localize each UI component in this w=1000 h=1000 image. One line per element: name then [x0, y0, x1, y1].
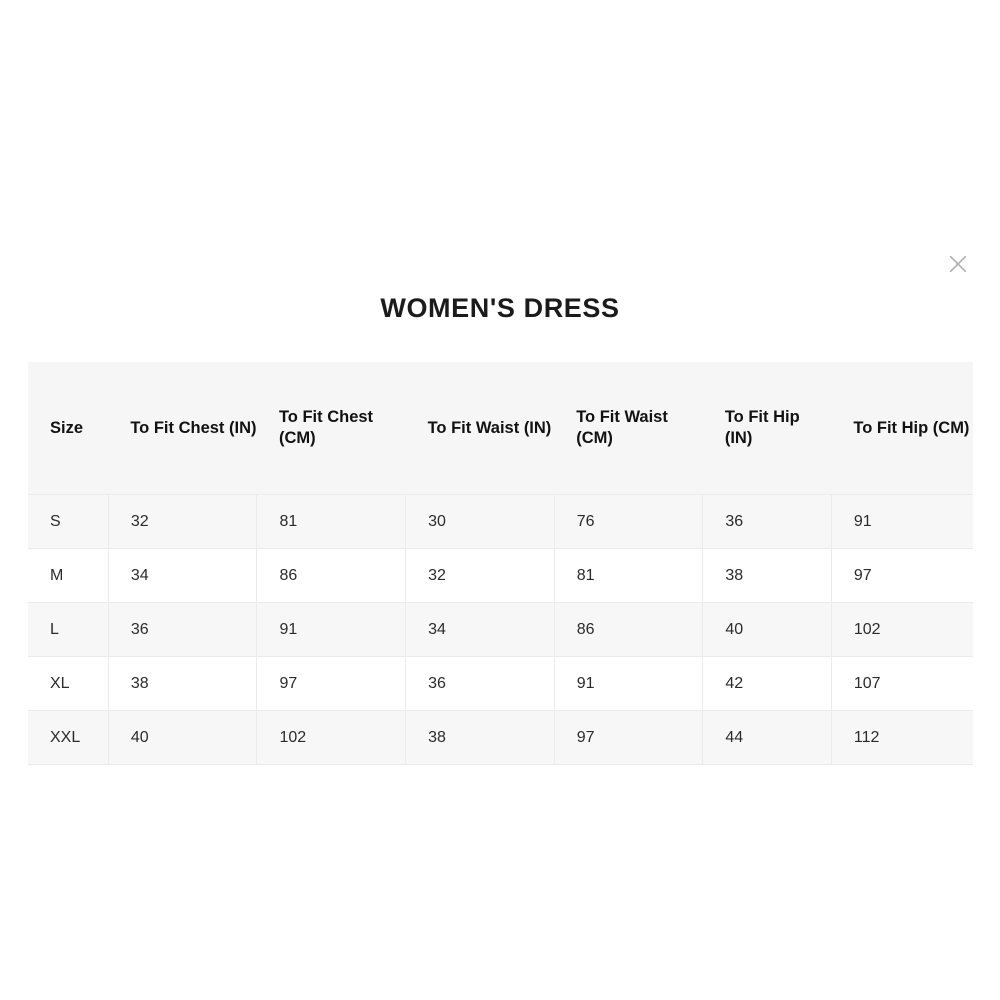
- cell-hip-in: 42: [702, 656, 832, 711]
- cell-waist-in: 32: [405, 548, 555, 603]
- size-chart-container: Size To Fit Chest (IN) To Fit Chest (CM)…: [28, 362, 973, 765]
- cell-hip-cm: 91: [831, 494, 973, 549]
- cell-waist-cm: 81: [554, 548, 704, 603]
- cell-hip-in: 40: [702, 602, 832, 657]
- cell-waist-cm: 91: [554, 656, 704, 711]
- close-icon: [947, 253, 969, 275]
- cell-chest-in: 36: [108, 602, 258, 657]
- cell-hip-cm: 107: [831, 656, 973, 711]
- table-row: S 32 81 30 76 36 91: [28, 494, 973, 549]
- cell-waist-cm: 86: [554, 602, 704, 657]
- table-row: XXL 40 102 38 97 44 112: [28, 710, 973, 765]
- column-header-chest-in: To Fit Chest (IN): [108, 362, 257, 495]
- cell-hip-cm: 102: [831, 602, 973, 657]
- page-title: WOMEN'S DRESS: [380, 293, 620, 323]
- column-header-hip-in: To Fit Hip (IN): [702, 362, 832, 495]
- table-row: XL 38 97 36 91 42 107: [28, 656, 973, 711]
- cell-chest-cm: 91: [256, 602, 407, 657]
- column-header-hip-cm: To Fit Hip (CM): [831, 362, 973, 495]
- cell-chest-in: 40: [108, 710, 258, 765]
- cell-chest-cm: 81: [256, 494, 407, 549]
- cell-size: L: [28, 602, 109, 657]
- cell-hip-cm: 97: [831, 548, 973, 603]
- column-header-size: Size: [28, 362, 109, 495]
- cell-hip-in: 36: [702, 494, 832, 549]
- cell-chest-in: 38: [108, 656, 258, 711]
- cell-chest-cm: 86: [256, 548, 407, 603]
- cell-waist-in: 38: [405, 710, 555, 765]
- cell-hip-cm: 112: [831, 710, 973, 765]
- close-button[interactable]: [940, 246, 976, 282]
- cell-chest-in: 34: [108, 548, 258, 603]
- cell-chest-in: 32: [108, 494, 258, 549]
- cell-waist-in: 36: [405, 656, 555, 711]
- table-row: M 34 86 32 81 38 97: [28, 548, 973, 603]
- table-row: L 36 91 34 86 40 102: [28, 602, 973, 657]
- cell-size: XL: [28, 656, 109, 711]
- table-header: Size To Fit Chest (IN) To Fit Chest (CM)…: [28, 362, 973, 495]
- size-chart-table: Size To Fit Chest (IN) To Fit Chest (CM)…: [28, 362, 973, 765]
- cell-size: XXL: [28, 710, 109, 765]
- column-header-chest-cm: To Fit Chest (CM): [256, 362, 406, 495]
- cell-chest-cm: 102: [256, 710, 407, 765]
- cell-size: M: [28, 548, 109, 603]
- table-header-row: Size To Fit Chest (IN) To Fit Chest (CM)…: [28, 362, 973, 495]
- column-header-waist-cm: To Fit Waist (CM): [554, 362, 703, 495]
- cell-waist-in: 34: [405, 602, 555, 657]
- table-body: S 32 81 30 76 36 91 M 34 86 32 81 38 97 …: [28, 494, 973, 765]
- cell-size: S: [28, 494, 109, 549]
- cell-hip-in: 38: [702, 548, 832, 603]
- cell-waist-cm: 97: [554, 710, 704, 765]
- cell-chest-cm: 97: [256, 656, 407, 711]
- cell-waist-cm: 76: [554, 494, 704, 549]
- cell-hip-in: 44: [702, 710, 832, 765]
- cell-waist-in: 30: [405, 494, 555, 549]
- column-header-waist-in: To Fit Waist (IN): [405, 362, 555, 495]
